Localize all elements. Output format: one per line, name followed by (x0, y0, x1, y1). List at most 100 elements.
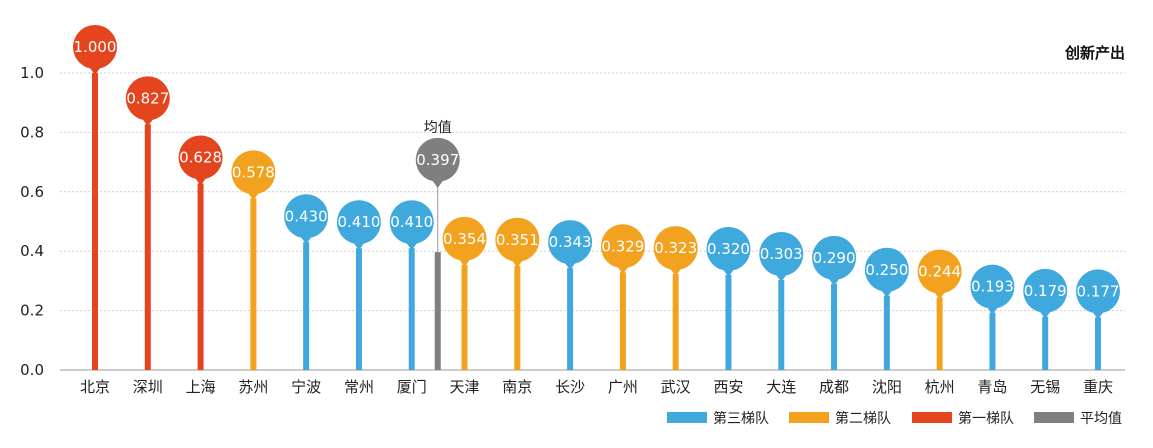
data-label: 0.410 (337, 213, 380, 231)
legend-swatch (912, 412, 952, 423)
y-tick-label: 0.8 (20, 123, 44, 141)
bubble-circle (1023, 268, 1068, 313)
bubble-circle (1076, 269, 1120, 314)
x-tick-label: 常州 (344, 378, 374, 396)
grid-lines (60, 72, 1125, 371)
bar-南京 (514, 265, 521, 370)
legend-label: 第二梯队 (835, 410, 891, 427)
data-label: 0.244 (918, 263, 961, 281)
bar-上海 (197, 183, 204, 370)
bubble-circle (231, 150, 276, 195)
bar-长沙 (567, 268, 574, 370)
data-label: 0.354 (443, 230, 486, 248)
bar-广州 (619, 272, 626, 370)
legend-label: 平均值 (1080, 411, 1122, 427)
bubble-average: 0.397 (415, 137, 460, 188)
bars (92, 73, 1101, 370)
bubble-circle (653, 226, 698, 271)
bar-重庆 (1095, 317, 1101, 370)
bar-苏州 (250, 198, 257, 370)
bar-西安 (725, 274, 732, 370)
bubble-深圳: 0.827 (125, 76, 170, 127)
data-label: 0.578 (232, 163, 275, 181)
x-tick-label: 大连 (766, 378, 796, 396)
bar-常州 (355, 248, 362, 370)
bubble-circle (759, 232, 804, 277)
data-label: 0.430 (285, 207, 328, 225)
legend-swatch (1034, 412, 1074, 423)
data-label: 0.303 (760, 245, 803, 263)
y-axis: 0.0 0.2 0.4 0.6 0.8 1.0 (20, 64, 44, 379)
data-label: 0.329 (601, 237, 644, 255)
bubble-沈阳: 0.250 (864, 247, 909, 298)
bar-青岛 (989, 312, 996, 370)
bubble-天津: 0.354 (442, 216, 487, 267)
bubble-大连: 0.303 (759, 232, 804, 283)
category-labels: 北京 深圳 上海 苏州 宁波 常州 厦门 天津 南京 长沙 广州 武汉 西安 大连 成都 沈阳 杭州 青岛 无锡 重庆 (80, 378, 1113, 396)
data-label: 0.177 (1077, 282, 1120, 300)
bubble-宁波: 0.430 (284, 194, 329, 245)
y-tick-label: 0.2 (20, 302, 44, 320)
legend-swatch (667, 412, 707, 423)
x-tick-label: 青岛 (977, 378, 1007, 396)
bubble-circle (284, 194, 329, 239)
data-label: 0.323 (654, 239, 697, 257)
x-tick-label: 沈阳 (872, 378, 902, 396)
y-tick-label: 0.4 (20, 242, 44, 260)
bubble-上海: 0.628 (178, 135, 223, 186)
bubble-circle (917, 249, 962, 294)
legend-label: 第一梯队 (958, 410, 1014, 427)
legend-label: 第三梯队 (713, 410, 769, 427)
bar-宁波 (303, 242, 310, 370)
y-tick-label: 0.6 (20, 183, 44, 201)
bar-成都 (831, 283, 838, 370)
bubble-厦门: 0.410 (389, 200, 434, 251)
data-label: 0.250 (865, 261, 908, 279)
bubble-circle (73, 25, 117, 69)
data-label: 0.179 (1024, 282, 1067, 300)
bubble-circle (415, 137, 460, 182)
x-tick-label: 杭州 (925, 378, 955, 396)
bar-average (434, 252, 441, 370)
legend-swatch (789, 412, 829, 423)
x-tick-label: 武汉 (661, 378, 691, 396)
bar-厦门 (408, 248, 415, 370)
bubble-circle (178, 135, 223, 180)
bubble-西安: 0.320 (706, 226, 751, 277)
bubble-circle (389, 200, 434, 245)
bar-杭州 (936, 297, 943, 370)
bar-无锡 (1042, 316, 1049, 370)
x-tick-label: 长沙 (555, 378, 585, 396)
bubble-北京: 1.000 (73, 25, 117, 75)
x-tick-label: 广州 (608, 378, 638, 396)
bubble-circle (706, 226, 751, 271)
bubble-长沙: 0.343 (548, 220, 593, 271)
data-label: 0.320 (707, 240, 750, 258)
bubble-circle (336, 200, 381, 245)
data-label: 0.410 (390, 213, 433, 231)
x-tick-label: 无锡 (1030, 378, 1060, 396)
x-tick-label: 南京 (502, 378, 532, 396)
x-tick-label: 苏州 (238, 378, 268, 396)
x-tick-label: 厦门 (397, 378, 427, 396)
bubble-circle (812, 235, 857, 280)
data-label: 0.351 (496, 231, 539, 249)
bubble-circle (495, 217, 540, 262)
data-label: 0.343 (549, 233, 592, 251)
y-tick-label: 0.0 (20, 361, 44, 379)
data-label: 0.290 (813, 249, 856, 267)
bubble-circle (864, 247, 909, 292)
bubble-武汉: 0.323 (653, 226, 698, 277)
bubble-苏州: 0.578 (231, 150, 276, 201)
bubble-circle (548, 220, 593, 265)
x-tick-label: 西安 (713, 378, 743, 396)
data-label: 0.193 (971, 278, 1014, 296)
x-tick-label: 成都 (819, 378, 849, 396)
bar-深圳 (144, 124, 151, 370)
bubble-circle (970, 264, 1015, 309)
x-tick-label: 深圳 (133, 378, 163, 396)
bar-沈阳 (883, 295, 890, 370)
bar-大连 (778, 280, 785, 370)
x-tick-label: 北京 (80, 378, 110, 396)
